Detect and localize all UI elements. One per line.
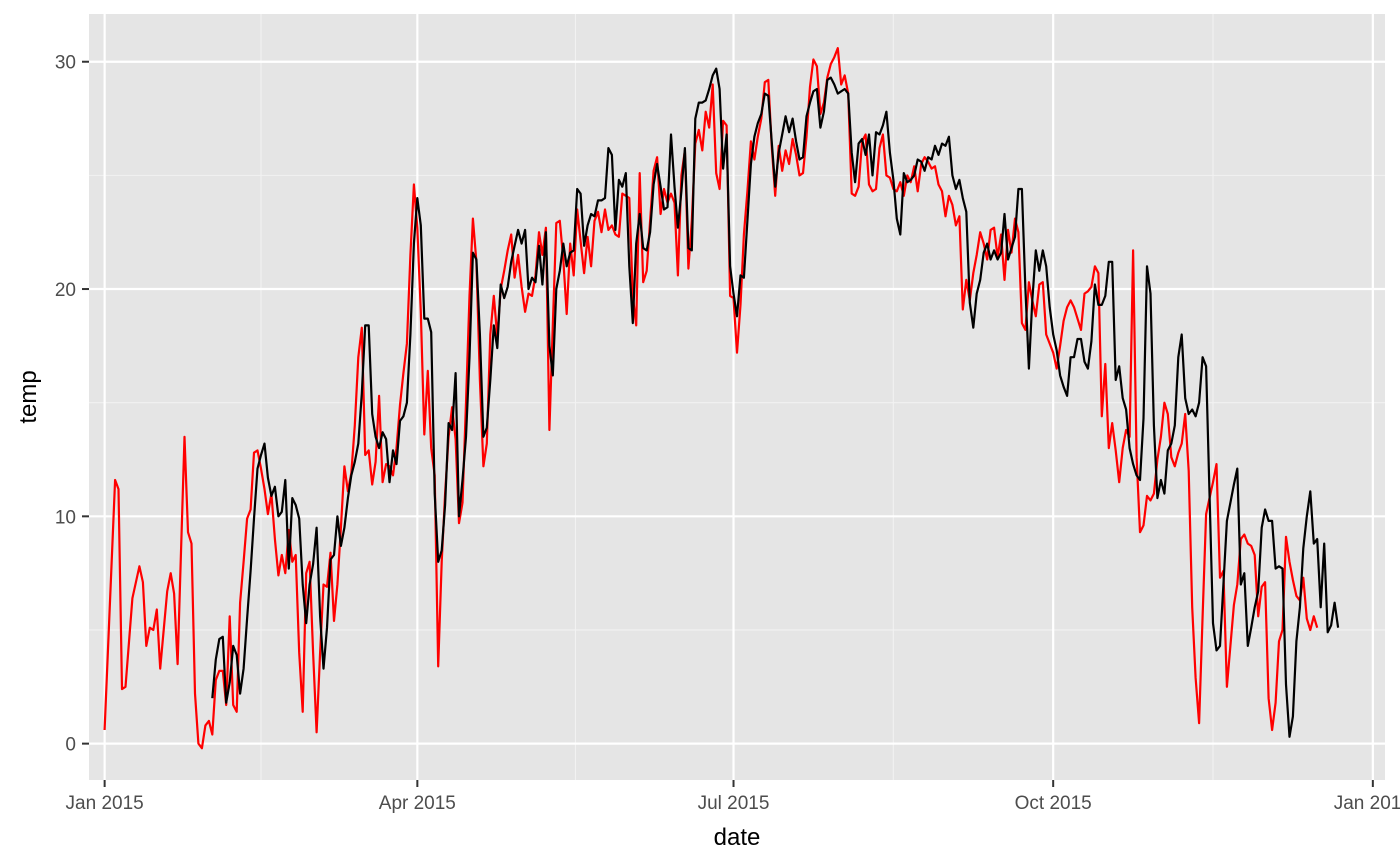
plot-panel-background <box>89 14 1385 780</box>
y-axis: 0 10 20 30 <box>55 53 89 756</box>
x-tick-label-0: Jan 2015 <box>66 793 144 814</box>
x-tick-label-2: Jul 2015 <box>698 793 770 814</box>
x-axis-title: date <box>714 824 761 851</box>
x-tick-label-4: Jan 2016 <box>1334 793 1400 814</box>
y-axis-title: temp <box>15 370 42 423</box>
major-gridlines <box>89 14 1385 780</box>
y-tick-label-10: 10 <box>55 507 76 528</box>
y-tick-label-0: 0 <box>65 735 76 756</box>
y-tick-label-30: 30 <box>55 53 76 74</box>
series-layer <box>103 47 1340 750</box>
x-tick-label-1: Apr 2015 <box>379 793 456 814</box>
x-axis: Jan 2015 Apr 2015 Jul 2015 Oct 2015 Jan 2016 <box>66 780 1400 814</box>
series-line-smoothed <box>211 67 1340 738</box>
y-tick-label-20: 20 <box>55 280 76 301</box>
x-tick-label-3: Oct 2015 <box>1015 793 1092 814</box>
series-line-daily <box>103 47 1319 750</box>
